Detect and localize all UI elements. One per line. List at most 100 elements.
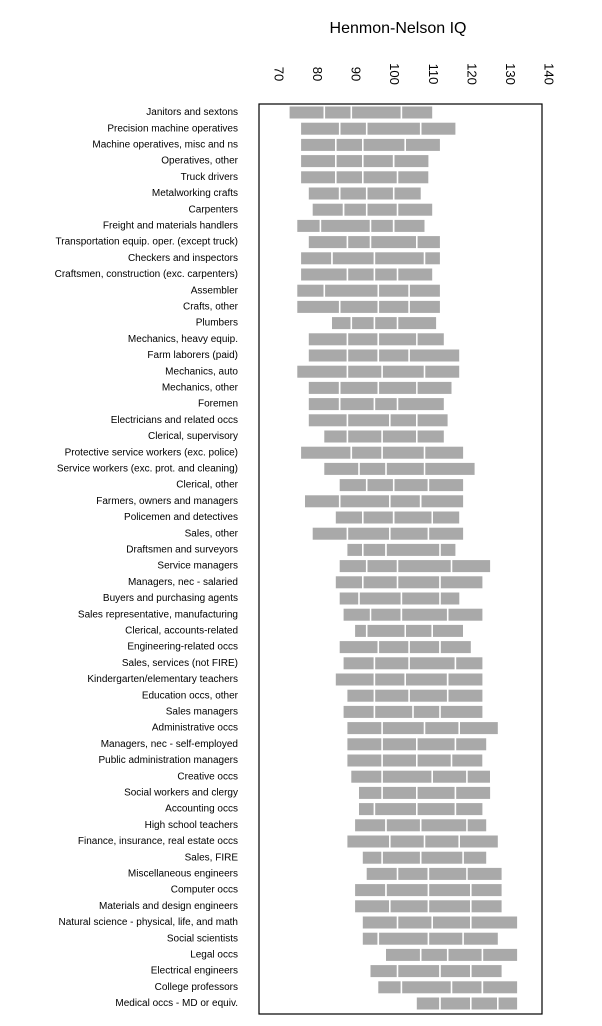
category-label: Clerical, accounts-related xyxy=(125,626,238,637)
category-label: Mechanics, heavy equip. xyxy=(128,334,238,345)
bar-segment xyxy=(382,786,416,799)
bar-segment xyxy=(367,479,393,492)
category-label: Truck drivers xyxy=(181,172,238,183)
bar-segment xyxy=(448,948,482,961)
category-label: Materials and design engineers xyxy=(99,901,238,912)
bar-segment xyxy=(308,414,347,427)
category-label: Assembler xyxy=(191,285,239,296)
bar-segment xyxy=(324,430,347,443)
bar-segment xyxy=(460,835,498,848)
category-label: Carpenters xyxy=(189,204,238,215)
category-label: Social workers and clergy xyxy=(124,788,238,799)
category-label: Machine operatives, misc and ns xyxy=(92,140,238,151)
bar-segment xyxy=(402,592,440,605)
bar-segment xyxy=(370,965,397,978)
bar-segment xyxy=(312,203,343,216)
category-label: Medical occs - MD or equiv. xyxy=(115,998,238,1009)
bar-segment xyxy=(382,754,416,767)
bar-segment xyxy=(440,576,483,589)
plot-frame xyxy=(258,103,543,1015)
bar-segment xyxy=(425,722,459,735)
bar-segment xyxy=(362,916,397,929)
bar-segment xyxy=(440,997,470,1010)
x-tick-label: 130 xyxy=(503,63,518,85)
category-labels: Janitors and sextons Precision machine op… xyxy=(55,107,239,1009)
x-tick-label: 140 xyxy=(541,63,556,85)
bar-segment xyxy=(398,398,444,411)
category-label: Service managers xyxy=(157,561,238,572)
bar-segment xyxy=(433,916,470,929)
bar-segment xyxy=(456,657,483,670)
category-label: Finance, insurance, real estate occs xyxy=(78,836,238,847)
category-label: Sales managers xyxy=(166,707,238,718)
category-label: Farmers, owners and managers xyxy=(96,496,238,507)
x-tick-label: 100 xyxy=(387,63,402,85)
bar-segment xyxy=(339,560,366,573)
bar-segment xyxy=(448,608,483,621)
bar-segment xyxy=(498,997,518,1010)
bar-segment xyxy=(421,122,456,135)
bar-segment xyxy=(417,414,448,427)
bar-segment xyxy=(390,495,420,508)
bar-segment xyxy=(363,576,397,589)
bar-segment xyxy=(335,673,374,686)
bar-segment xyxy=(463,851,487,864)
bar-segment xyxy=(394,511,432,524)
bar-segment xyxy=(336,155,362,168)
bar-segment xyxy=(339,641,378,654)
bar-segment xyxy=(425,365,460,378)
bar-segment xyxy=(363,543,386,556)
category-label: College professors xyxy=(155,982,238,993)
bar-segment xyxy=(386,543,440,556)
bar-segment xyxy=(301,446,351,459)
bar-segment xyxy=(375,398,397,411)
bar-segment xyxy=(386,462,424,475)
bar-segment xyxy=(325,284,378,297)
bar-segment xyxy=(421,819,467,832)
bar-segment xyxy=(359,592,401,605)
bar-segment xyxy=(325,106,351,119)
bar-segment xyxy=(379,333,417,346)
bar-segment xyxy=(456,738,487,751)
bar-segment xyxy=(363,171,397,184)
bar-segment xyxy=(359,803,374,816)
category-label: Sales, services (not FIRE) xyxy=(122,658,238,669)
bar-segment xyxy=(471,997,497,1010)
bar-segment xyxy=(398,203,433,216)
bar-segment xyxy=(417,738,455,751)
bar-segment xyxy=(301,122,339,135)
bar-segment xyxy=(402,981,451,994)
bar-segment xyxy=(352,106,401,119)
bar-segment xyxy=(297,284,324,297)
bar-segment xyxy=(308,187,339,200)
bar-segment xyxy=(382,851,420,864)
bar-segment xyxy=(382,365,424,378)
bar-segment xyxy=(355,884,386,897)
bar-segment xyxy=(379,381,417,394)
bar-segment xyxy=(348,527,389,540)
bar-segment xyxy=(440,543,456,556)
category-label: Transportation equip. oper. (except truc… xyxy=(56,237,239,248)
bar-segment xyxy=(362,932,378,945)
bar-segment xyxy=(301,171,335,184)
bar-segment xyxy=(425,446,464,459)
bar-segment xyxy=(417,333,444,346)
bar-segment xyxy=(352,317,374,330)
bar-segment xyxy=(467,819,487,832)
bar-segment xyxy=(402,106,433,119)
bar-segment xyxy=(375,689,409,702)
category-label: Education occs, other xyxy=(142,690,239,701)
bar-segment xyxy=(347,543,362,556)
category-label: Engineering-related occs xyxy=(127,642,238,653)
bar-segment xyxy=(324,462,359,475)
bar-segment xyxy=(359,462,386,475)
bar-segment xyxy=(379,284,409,297)
bar-segment xyxy=(340,398,374,411)
bar-segment xyxy=(340,381,378,394)
bar-segment xyxy=(336,138,362,151)
bar-segment xyxy=(335,576,362,589)
bar-segment xyxy=(343,657,374,670)
x-tick-label: 110 xyxy=(426,64,441,85)
category-label: Craftsmen, construction (exc. carpenters… xyxy=(55,269,238,280)
bar-segment xyxy=(390,835,424,848)
